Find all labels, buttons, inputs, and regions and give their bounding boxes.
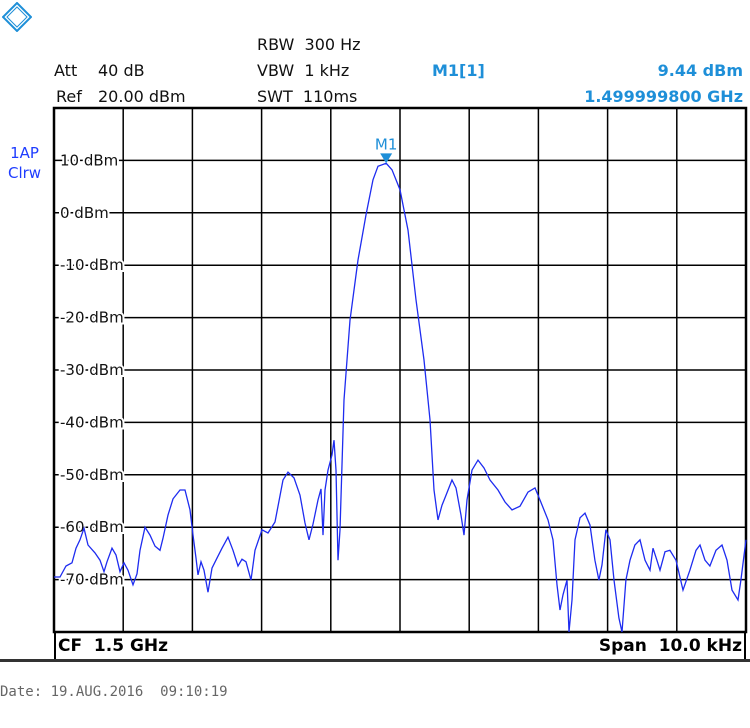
- rbw: RBW 300 Hz: [257, 35, 361, 54]
- att-label: Att: [54, 61, 78, 80]
- att-value: 40 dB: [98, 61, 145, 80]
- swt: SWT 110ms: [257, 87, 358, 106]
- vbw: VBW 1 kHz: [257, 61, 350, 80]
- y-tick-label: -20 dBm: [60, 309, 124, 327]
- plot-frame: [52, 106, 748, 634]
- footer-bar: CF 1.5 GHz Span 10.0 kHz: [54, 632, 746, 660]
- y-tick-label: -40 dBm: [60, 413, 124, 431]
- y-tick-label: -10 dBm: [60, 256, 124, 274]
- marker-frequency: 1.499999800 GHz: [584, 87, 743, 106]
- trace-mode: Clrw: [8, 164, 42, 182]
- trace-line: [54, 162, 747, 633]
- y-tick-label: 10 dBm: [60, 151, 118, 169]
- ref-label: Ref: [56, 87, 82, 106]
- marker-name: M1[1]: [432, 61, 485, 80]
- y-tick-label: -60 dBm: [60, 518, 124, 536]
- marker-label: M1: [375, 135, 398, 153]
- center-frequency: CF 1.5 GHz: [58, 636, 169, 656]
- y-tick-label: -70 dBm: [60, 571, 124, 589]
- y-tick-label: -30 dBm: [60, 361, 124, 379]
- divider: [0, 659, 750, 662]
- date-stamp: Date: 19.AUG.2016 09:10:19: [0, 684, 228, 700]
- y-tick-label: 0 dBm: [60, 204, 109, 222]
- trace-info: 1AP Clrw: [8, 143, 41, 183]
- trace-detector: 1AP: [10, 144, 39, 162]
- marker-level: 9.44 dBm: [657, 61, 743, 80]
- y-tick-label: -50 dBm: [60, 466, 124, 484]
- ref-value: 20.00 dBm: [98, 87, 186, 106]
- span: Span 10.0 kHz: [598, 636, 742, 656]
- marker-triangle-icon: [380, 153, 393, 164]
- rohde-schwarz-logo: [2, 2, 32, 32]
- spectrum-plot: 10 dBm 0 dBm -10 dBm -20 dBm -30 dBm -40 dBm -…: [52, 106, 748, 634]
